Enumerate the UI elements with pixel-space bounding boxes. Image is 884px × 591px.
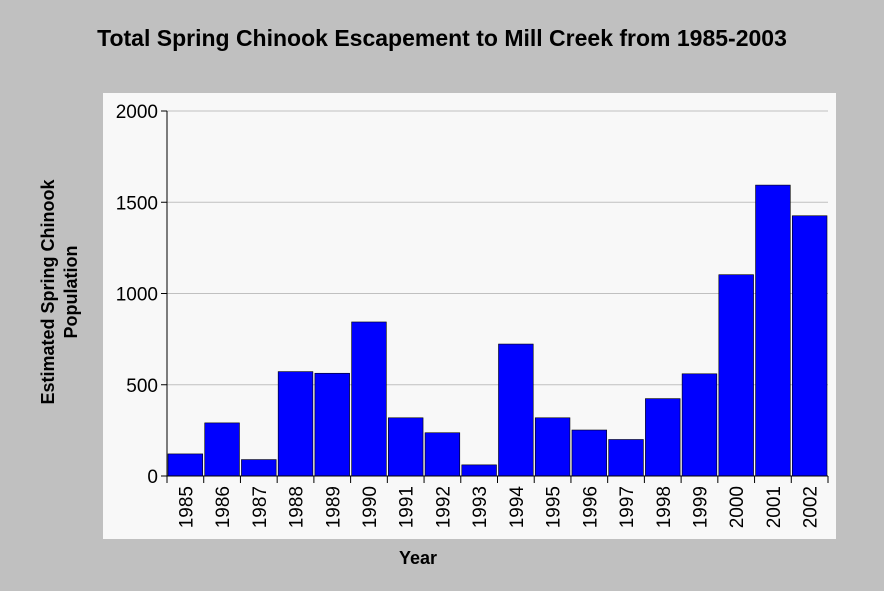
y-tick-label-0: 0 bbox=[147, 467, 158, 488]
x-tick-label-1992: 1992 bbox=[433, 486, 454, 528]
bar-1993 bbox=[461, 464, 497, 477]
bar-1996 bbox=[571, 429, 607, 477]
bar-1997 bbox=[608, 439, 644, 477]
x-axis-title: Year bbox=[398, 548, 438, 568]
x-tick-label-1985: 1985 bbox=[176, 486, 197, 528]
bar-1986 bbox=[204, 422, 240, 477]
x-tick-label-1987: 1987 bbox=[250, 486, 271, 528]
x-tick-label-1989: 1989 bbox=[323, 486, 344, 528]
bars bbox=[167, 184, 828, 477]
x-tick-label-1991: 1991 bbox=[397, 486, 418, 528]
bar-2001 bbox=[755, 184, 791, 477]
bar-1994 bbox=[498, 343, 534, 477]
x-tick-label-2002: 2002 bbox=[801, 486, 822, 528]
x-tick-label-2001: 2001 bbox=[764, 486, 785, 528]
bar-1987 bbox=[241, 459, 277, 477]
x-tick-label-1986: 1986 bbox=[213, 486, 234, 528]
x-tick-label-1995: 1995 bbox=[544, 486, 565, 528]
grid-lines bbox=[167, 110, 828, 386]
bar-2000 bbox=[718, 274, 754, 477]
chart-title: Total Spring Chinook Escapement to Mill … bbox=[97, 25, 787, 51]
axes bbox=[161, 110, 829, 483]
x-tick-label-1999: 1999 bbox=[690, 486, 711, 528]
bar-1985 bbox=[167, 453, 204, 477]
y-tick-labels: 0 500 1000 1500 2000 bbox=[116, 102, 158, 488]
x-tick-label-1993: 1993 bbox=[470, 486, 491, 528]
y-tick-label-500: 500 bbox=[126, 376, 158, 397]
x-tick-label-1997: 1997 bbox=[617, 486, 638, 528]
x-tick-label-2000: 2000 bbox=[727, 486, 748, 528]
bar-1989 bbox=[314, 372, 350, 477]
bar-1991 bbox=[388, 417, 424, 477]
bar-1990 bbox=[351, 321, 387, 477]
bar-2002 bbox=[791, 215, 828, 477]
bar-1995 bbox=[534, 417, 571, 477]
x-tick-label-1994: 1994 bbox=[507, 486, 528, 529]
y-tick-label-1000: 1000 bbox=[116, 285, 158, 306]
x-tick-label-1998: 1998 bbox=[654, 486, 675, 528]
y-tick-label-1500: 1500 bbox=[116, 193, 158, 214]
x-tick-label-1990: 1990 bbox=[360, 486, 381, 528]
bar-1999 bbox=[681, 373, 718, 477]
bar-1988 bbox=[277, 371, 314, 477]
y-tick-label-2000: 2000 bbox=[116, 102, 158, 123]
bar-1992 bbox=[424, 432, 461, 477]
x-tick-labels: 1985 1986 1987 1988 1989 1990 1991 1992 1993 1994… bbox=[176, 486, 821, 529]
x-tick-label-1996: 1996 bbox=[580, 486, 601, 528]
x-tick-label-1988: 1988 bbox=[287, 486, 308, 528]
bar-1998 bbox=[645, 398, 681, 477]
